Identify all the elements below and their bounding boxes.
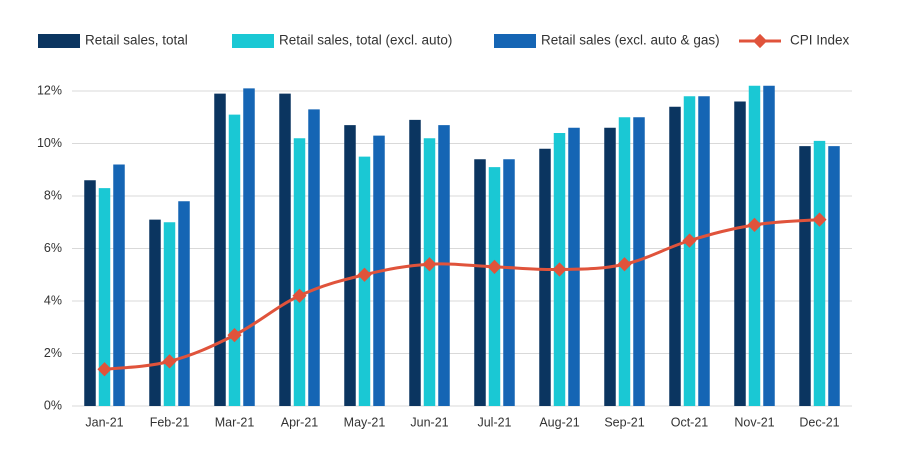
x-tick-label: May-21 <box>344 415 386 429</box>
y-tick-label: 2% <box>44 346 62 360</box>
bar <box>279 93 291 406</box>
line-marker <box>682 233 697 248</box>
x-tick-label: Jun-21 <box>410 415 448 429</box>
bar <box>344 125 356 406</box>
bar <box>178 201 190 406</box>
legend-swatch <box>38 34 80 48</box>
legend-swatch <box>494 34 536 48</box>
legend-marker <box>752 33 768 49</box>
bar <box>98 188 111 406</box>
bar <box>308 109 320 406</box>
legend-item: Retail sales (excl. auto & gas) <box>494 33 720 48</box>
legend-label: Retail sales (excl. auto & gas) <box>541 33 720 48</box>
bar <box>423 138 436 406</box>
legend-item: Retail sales, total (excl. auto) <box>232 33 452 48</box>
x-tick-label: Aug-21 <box>539 415 579 429</box>
bar <box>214 93 226 406</box>
line-marker <box>487 259 502 274</box>
bar <box>669 106 681 406</box>
line-marker <box>357 267 372 282</box>
legend-item: CPI Index <box>739 33 850 49</box>
line-marker <box>162 354 177 369</box>
x-tick-label: Sep-21 <box>604 415 644 429</box>
legend-label: Retail sales, total <box>85 33 188 48</box>
line-marker <box>617 257 632 272</box>
bar <box>763 85 775 406</box>
bar <box>293 138 306 406</box>
line-marker <box>292 288 307 303</box>
line-marker <box>812 212 827 227</box>
bar <box>474 159 486 406</box>
bar <box>163 222 176 406</box>
x-tick-label: Mar-21 <box>215 415 255 429</box>
bar <box>409 119 421 406</box>
x-tick-label: Feb-21 <box>150 415 190 429</box>
bar <box>813 140 826 406</box>
bar <box>683 96 696 406</box>
line-marker <box>552 262 567 277</box>
line-marker <box>747 217 762 232</box>
bar <box>539 148 551 406</box>
x-tick-label: Oct-21 <box>671 415 709 429</box>
legend-item: Retail sales, total <box>38 33 188 48</box>
bar <box>149 219 161 406</box>
x-tick-label: Apr-21 <box>281 415 319 429</box>
y-tick-label: 0% <box>44 398 62 412</box>
bar <box>568 127 580 406</box>
x-tick-label: Nov-21 <box>734 415 774 429</box>
bar <box>438 125 450 406</box>
legend-label: CPI Index <box>790 33 850 48</box>
bar <box>113 164 125 406</box>
line-marker <box>422 257 437 272</box>
bar <box>734 101 746 406</box>
y-tick-label: 10% <box>37 136 62 150</box>
legend-swatch <box>232 34 274 48</box>
bar <box>828 146 840 406</box>
legend-label: Retail sales, total (excl. auto) <box>279 33 452 48</box>
y-tick-label: 8% <box>44 188 62 202</box>
x-tick-label: Jan-21 <box>85 415 123 429</box>
bar <box>633 117 645 406</box>
bar <box>503 159 515 406</box>
line-marker <box>97 362 112 377</box>
y-tick-label: 6% <box>44 241 62 255</box>
bar <box>748 85 761 406</box>
x-tick-label: Dec-21 <box>799 415 839 429</box>
bar <box>228 114 241 406</box>
bar <box>488 167 501 406</box>
bar <box>84 180 96 406</box>
line-marker <box>227 328 242 343</box>
y-tick-label: 12% <box>37 83 62 97</box>
line <box>104 218 820 371</box>
bar <box>698 96 710 406</box>
bar <box>799 146 811 406</box>
x-tick-label: Jul-21 <box>477 415 511 429</box>
bar <box>243 88 255 406</box>
y-tick-label: 4% <box>44 293 62 307</box>
